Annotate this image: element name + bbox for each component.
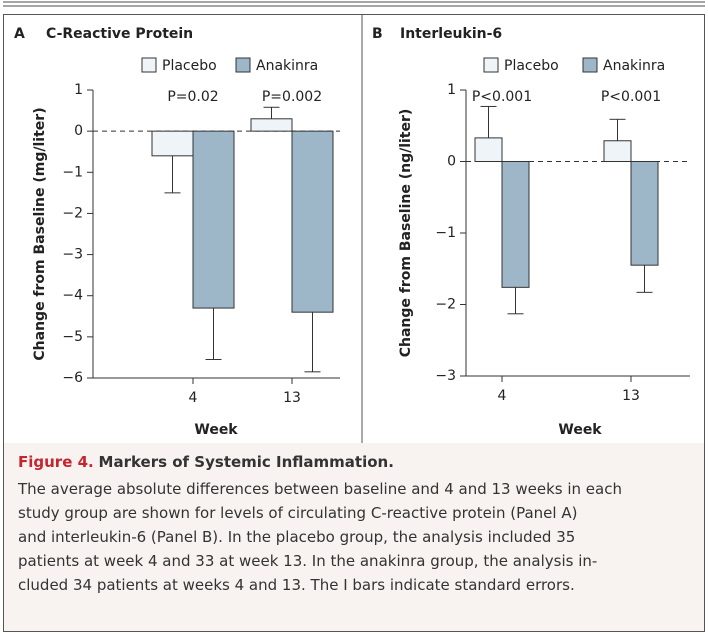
caption-line: study group are shown for levels of circ… [18, 504, 578, 522]
caption-line: cluded 34 patients at weeks 4 and 13. Th… [18, 576, 575, 594]
caption: Figure 4. Markers of Systemic Inflammati… [3, 443, 705, 632]
y-tick-label: −3 [435, 368, 456, 384]
bar [250, 118, 293, 132]
x-tick-label: 4 [498, 388, 507, 404]
y-tick-label: −2 [435, 297, 456, 313]
y-tick-label: 0 [74, 123, 83, 139]
y-tick-label: −2 [62, 205, 83, 221]
legend-label: Placebo [504, 58, 559, 74]
bar [291, 130, 334, 313]
legend-label: Placebo [162, 58, 217, 74]
annotation: P<0.001 [472, 89, 532, 105]
y-axis-label: Change from Baseline (ng/liter) [398, 109, 414, 358]
caption-heading: Figure 4. Markers of Systemic Inflammati… [18, 453, 690, 471]
bar [192, 130, 235, 309]
legend-swatch [483, 57, 499, 73]
x-tick-label: 13 [283, 390, 301, 406]
y-tick-label: 1 [74, 82, 83, 98]
y-axis-label: Change from Baseline (mg/liter) [32, 107, 48, 360]
annotation: P=0.002 [262, 89, 322, 105]
bar [474, 137, 503, 162]
y-tick-label: −3 [62, 247, 83, 263]
caption-line: patients at week 4 and 33 at week 13. In… [18, 552, 598, 570]
frame [3, 14, 705, 443]
legend-label: Anakinra [603, 58, 665, 74]
figure-label: Figure 4. [18, 453, 94, 471]
caption-title: Markers of Systemic Inflammation. [98, 453, 394, 471]
panel-title: C-Reactive Protein [46, 26, 193, 42]
panel-letter: B [372, 26, 383, 42]
y-tick-label: −6 [62, 370, 83, 386]
caption-line: The average absolute differences between… [18, 480, 622, 498]
legend-swatch [582, 57, 598, 73]
bar [603, 140, 632, 162]
legend-label: Anakinra [256, 58, 318, 74]
y-tick-label: −4 [62, 288, 83, 304]
legend-swatch [141, 57, 157, 73]
legend-swatch [235, 57, 251, 73]
bar [630, 161, 659, 266]
x-tick-label: 13 [622, 388, 640, 404]
annotation: P<0.001 [601, 89, 661, 105]
x-tick-label: 4 [189, 390, 198, 406]
figure: A C-Reactive Protein Placebo Anakinra −6 −5 −4… [3, 1, 705, 443]
bar [151, 130, 194, 157]
y-tick-label: −1 [435, 225, 456, 241]
caption-line: and interleukin-6 (Panel B). In the plac… [18, 528, 576, 546]
panel-title: Interleukin-6 [400, 26, 502, 42]
x-axis-label: Week [558, 422, 602, 438]
y-tick-label: 1 [447, 82, 456, 98]
y-tick-label: −5 [62, 329, 83, 345]
y-tick-label: −1 [62, 164, 83, 180]
annotation: P=0.02 [167, 89, 218, 105]
x-axis-label: Week [194, 422, 238, 438]
y-tick-label: 0 [447, 154, 456, 170]
bar [501, 161, 530, 288]
panel-letter: A [14, 26, 25, 42]
